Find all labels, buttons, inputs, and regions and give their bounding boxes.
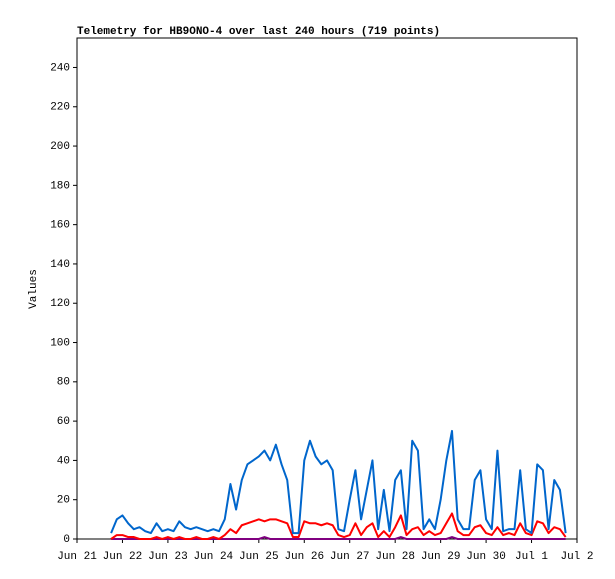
- x-tick-label: Jun 30: [466, 551, 506, 563]
- y-tick-label: 40: [57, 455, 70, 467]
- x-tick-label: Jun 22: [103, 551, 143, 563]
- y-tick-label: 60: [57, 416, 70, 428]
- x-tick-label: Jun 26: [284, 551, 324, 563]
- y-tick-label: 160: [50, 220, 70, 232]
- y-tick-label: 140: [50, 259, 70, 271]
- chart-title: Telemetry for HB9ONO-4 over last 240 hou…: [77, 26, 440, 38]
- y-tick-label: 240: [50, 62, 70, 74]
- y-tick-label: 80: [57, 377, 70, 389]
- y-tick-label: 180: [50, 180, 70, 192]
- y-tick-label: 100: [50, 337, 70, 349]
- x-tick-label: Jun 25: [239, 551, 279, 563]
- x-tick-label: Jun 24: [194, 551, 234, 563]
- y-axis-label: Values: [28, 269, 40, 309]
- y-tick-label: 120: [50, 298, 70, 310]
- x-tick-label: Jun 27: [330, 551, 370, 563]
- y-tick-label: 200: [50, 141, 70, 153]
- x-tick-label: Jul 2: [560, 551, 593, 563]
- y-tick-label: 220: [50, 102, 70, 114]
- x-tick-label: Jun 21: [57, 551, 97, 563]
- x-tick-label: Jun 29: [421, 551, 461, 563]
- plot-frame: [76, 37, 578, 540]
- x-tick-label: Jun 23: [148, 551, 188, 563]
- y-tick-label: 20: [57, 495, 70, 507]
- x-tick-label: Jul 1: [515, 551, 548, 563]
- y-tick-label: 0: [63, 534, 70, 546]
- x-tick-label: Jun 28: [375, 551, 415, 563]
- series-line: [110, 429, 567, 535]
- series-line: [110, 512, 567, 540]
